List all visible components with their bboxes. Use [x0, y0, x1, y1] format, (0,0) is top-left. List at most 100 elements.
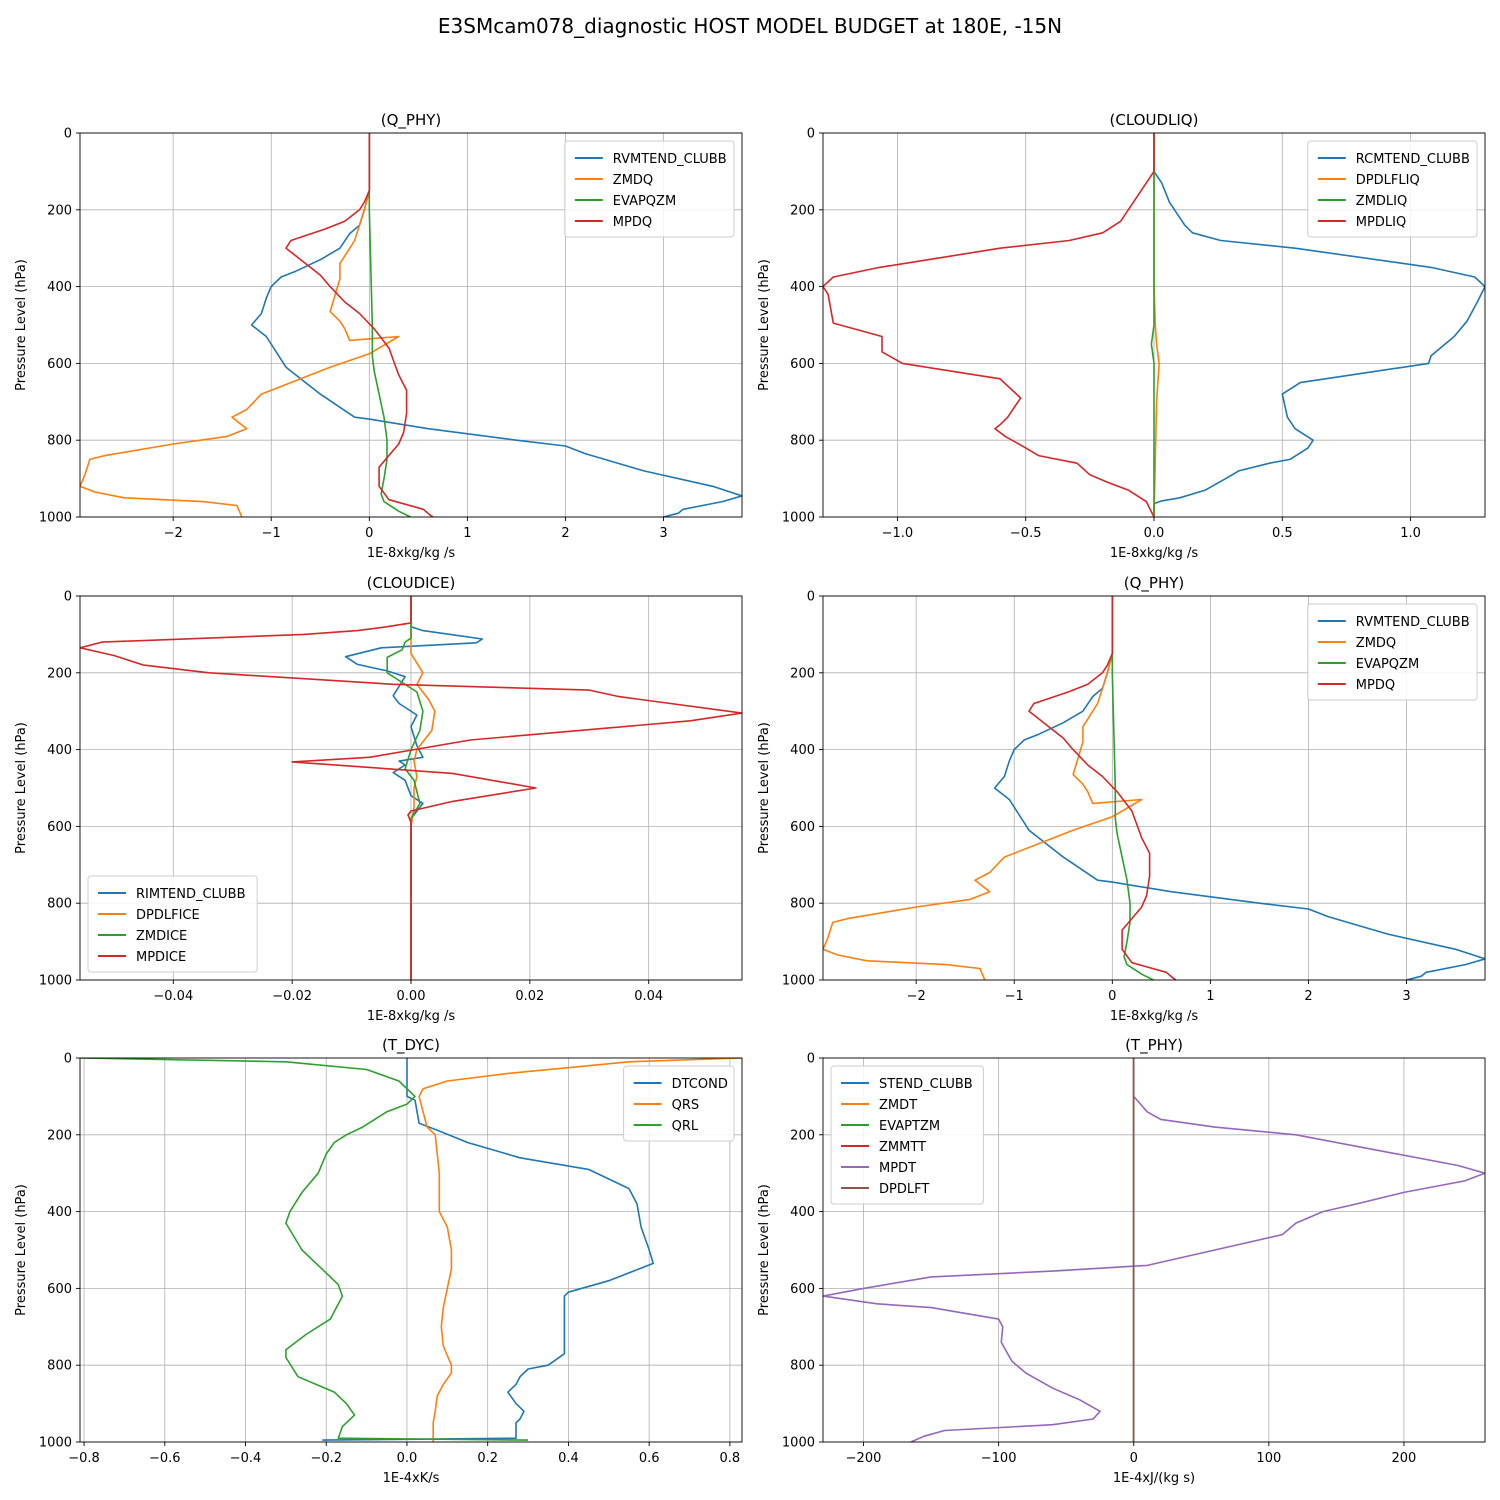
y-tick-label: 400: [790, 280, 815, 295]
legend-label: RCMTEND_CLUBB: [1356, 152, 1470, 167]
x-tick-label: −1: [262, 526, 281, 541]
series-lines: [80, 1058, 742, 1442]
series-line-rcmtend_clubb: [1153, 133, 1485, 517]
y-tick-label: 0: [807, 127, 815, 142]
legend-label: RVMTEND_CLUBB: [1356, 615, 1470, 630]
legend-label: EVAPQZM: [613, 194, 676, 209]
y-tick-label: 400: [790, 1205, 815, 1220]
x-tick-label: 0.5: [1272, 526, 1293, 541]
y-tick-label: 800: [47, 897, 72, 912]
y-tick-label: 200: [790, 666, 815, 681]
x-axis-label: 1E-8xkg/kg /s: [367, 546, 456, 561]
y-tick-label: 0: [64, 1052, 72, 1067]
series-line-zmdq: [823, 596, 1143, 980]
legend: RVMTEND_CLUBB ZMDQ EVAPQZM MPDQ: [1307, 603, 1478, 701]
series-line-qrl: [80, 1058, 529, 1441]
series-line-mpdliq: [823, 133, 1155, 517]
legend-label: RVMTEND_CLUBB: [613, 152, 727, 167]
y-tick-label: 800: [790, 434, 815, 449]
x-tick-label: −200: [846, 1451, 882, 1466]
legend-label: ZMDT: [879, 1098, 917, 1113]
legend-label: EVAPQZM: [1356, 657, 1419, 672]
legend-label: MPDICE: [136, 950, 186, 965]
y-axis-label: Pressure Level (hPa): [14, 1184, 29, 1316]
x-tick-label: −0.2: [310, 1451, 342, 1466]
series-line-zmdice: [386, 596, 424, 980]
legend-label: MPDQ: [1356, 678, 1395, 693]
x-tick-label: 3: [659, 526, 667, 541]
subplot-5: −0.8 −0.6 −0.4 −0.2 0.0 0.2 0.4 0.6 0.8 0 200 400 60…: [14, 1036, 743, 1486]
subplot-3: −0.04 −0.02 0.00 0.02 0.04 0 200 400 600 800 1000 (…: [14, 574, 743, 1024]
legend-label: RIMTEND_CLUBB: [136, 887, 246, 902]
series-line-zmdq: [80, 133, 400, 517]
legend-label: ZMDQ: [1356, 636, 1396, 651]
y-tick-label: 200: [47, 203, 72, 218]
legend: DTCOND QRS QRL: [623, 1065, 735, 1142]
series-line-mpdq: [1028, 596, 1177, 980]
legend-label: ZMDLIQ: [1356, 194, 1407, 209]
axes-frame: [822, 595, 1486, 981]
legend-label: DPDLFICE: [136, 908, 200, 923]
legend-label: DPDLFLIQ: [1356, 173, 1420, 188]
y-axis-label: Pressure Level (hPa): [757, 722, 772, 854]
x-tick-label: 0.4: [558, 1451, 579, 1466]
y-tick-label: 1000: [39, 1436, 72, 1451]
y-tick-label: 400: [47, 280, 72, 295]
y-tick-label: 200: [47, 1128, 72, 1143]
y-tick-label: 600: [47, 1282, 72, 1297]
y-tick-label: 600: [47, 357, 72, 372]
legend: STEND_CLUBB ZMDT EVAPTZM ZMMTT MPDT DPDLFT: [830, 1065, 984, 1205]
series-lines: [80, 133, 742, 517]
x-tick-label: −0.4: [230, 1451, 262, 1466]
x-axis-label: 1E-8xkg/kg /s: [367, 1009, 456, 1024]
y-axis-label: Pressure Level (hPa): [757, 1184, 772, 1316]
y-tick-label: 400: [47, 743, 72, 758]
x-tick-label: −0.02: [272, 989, 312, 1004]
series-line-rimtend_clubb: [344, 596, 484, 980]
y-tick-label: 400: [47, 1205, 72, 1220]
legend-label: ZMDICE: [136, 929, 187, 944]
y-tick-label: 1000: [782, 1436, 815, 1451]
legend-box: [830, 1065, 984, 1205]
series-lines: [823, 596, 1485, 980]
axes-frame: [79, 132, 743, 518]
subplot-title: (T_DYC): [382, 1036, 440, 1055]
x-tick-label: −2: [907, 989, 926, 1004]
y-tick-label: 1000: [782, 974, 815, 989]
y-tick-label: 800: [47, 1359, 72, 1374]
legend-label: STEND_CLUBB: [879, 1077, 973, 1092]
x-tick-label: 200: [1392, 1451, 1417, 1466]
x-tick-label: 0: [1130, 1451, 1138, 1466]
x-tick-label: 0.6: [639, 1451, 660, 1466]
legend-label: ZMMTT: [879, 1140, 926, 1155]
subplot-2: −1.0 −0.5 0.0 0.5 1.0 0 200 400 600 800 1000 (CLOUD…: [757, 111, 1486, 561]
x-tick-label: 1: [1206, 989, 1214, 1004]
series-line-mpdq: [285, 133, 434, 517]
legend-box: [87, 875, 258, 973]
legend-box: [1307, 603, 1478, 701]
x-tick-label: 2: [1304, 989, 1312, 1004]
x-tick-label: 0.8: [720, 1451, 741, 1466]
x-tick-label: −100: [981, 1451, 1017, 1466]
legend-label: DPDLFT: [879, 1182, 929, 1197]
y-axis-label: Pressure Level (hPa): [14, 722, 29, 854]
axes-frame: [79, 1057, 743, 1443]
series-line-qrs: [418, 1058, 742, 1442]
legend-label: MPDQ: [613, 215, 652, 230]
figure-title: E3SMcam078_diagnostic HOST MODEL BUDGET …: [437, 14, 1063, 38]
x-tick-label: 1.0: [1400, 526, 1421, 541]
y-tick-label: 0: [807, 590, 815, 605]
x-tick-label: −0.6: [149, 1451, 181, 1466]
legend-box: [1307, 140, 1478, 238]
y-tick-label: 1000: [39, 974, 72, 989]
x-tick-label: −0.04: [153, 989, 193, 1004]
x-tick-label: 100: [1256, 1451, 1281, 1466]
series-line-rvmtend_clubb: [250, 133, 742, 517]
subplot-title: (Q_PHY): [1124, 574, 1185, 593]
subplot-title: (Q_PHY): [381, 111, 442, 130]
y-tick-label: 1000: [782, 511, 815, 526]
y-tick-label: 0: [64, 127, 72, 142]
x-axis-label: 1E-8xkg/kg /s: [1110, 1009, 1199, 1024]
y-tick-label: 600: [790, 820, 815, 835]
subplot-title: (CLOUDICE): [367, 574, 456, 592]
